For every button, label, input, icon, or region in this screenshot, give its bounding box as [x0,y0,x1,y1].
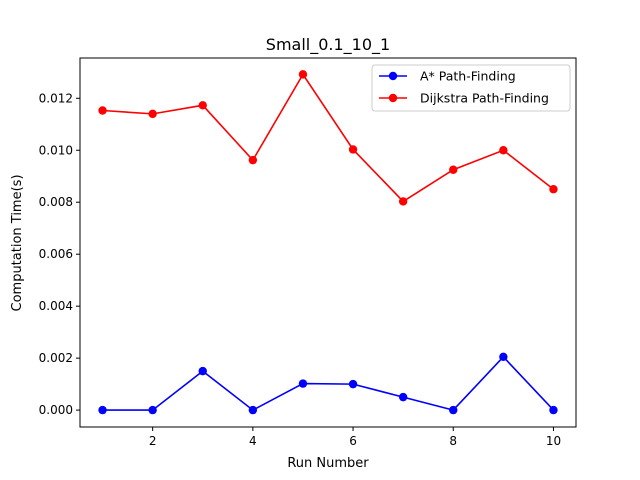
y-tick-label: 0.010 [39,143,73,157]
legend-marker-1 [388,71,398,81]
data-point-series-2 [198,101,207,110]
data-point-series-1 [248,405,258,415]
data-point-series-1 [298,379,308,388]
x-tick-label: 4 [249,434,257,448]
legend-label-1: A* Path-Finding [420,69,516,84]
y-tick-label: 0.002 [39,351,73,365]
legend: A* Path-Finding Dijkstra Path-Finding [371,64,571,112]
data-point-series-1 [549,405,558,415]
y-tick-label: 0.004 [39,299,73,313]
x-tick-label: 2 [149,434,157,448]
legend-marker-2 [388,93,398,103]
data-point-series-1 [348,379,358,389]
data-point-series-2 [499,146,508,155]
data-point-series-1 [398,392,408,402]
y-tick-label: 0.012 [39,91,73,105]
data-point-series-2 [98,106,107,115]
data-point-series-2 [248,155,258,165]
data-point-series-2 [348,145,358,154]
legend-label-2: Dijkstra Path-Finding [420,91,549,106]
y-tick-label: 0.006 [39,247,73,261]
legend-box [371,64,571,112]
data-point-series-2 [398,197,408,206]
plot-frame [79,57,577,428]
x-axis-label: Run Number [287,456,369,471]
x-tick-label: 6 [349,434,357,448]
data-point-series-1 [148,405,157,415]
data-point-series-2 [449,165,458,174]
series-line-2 [102,72,554,203]
data-point-series-1 [499,352,508,362]
data-point-series-2 [549,185,558,194]
x-tick-label: 10 [546,434,561,448]
y-tick-label: 0.000 [39,403,73,417]
y-axis-label: Computation Time(s) [10,174,25,311]
data-point-series-1 [198,366,207,376]
chart-title: Small_0.1_10_1 [266,35,390,55]
y-tick-label: 0.008 [39,195,73,209]
data-point-series-1 [98,405,107,415]
x-tick-label: 8 [449,434,457,448]
series-line-1 [102,355,555,412]
data-point-series-2 [148,109,157,119]
data-point-series-2 [298,70,308,79]
plot-area: 2 4 6 8 10 0.000 0.002 0.004 0.006 0.008 0.010 0.01… [39,70,561,448]
data-point-series-1 [449,405,458,415]
